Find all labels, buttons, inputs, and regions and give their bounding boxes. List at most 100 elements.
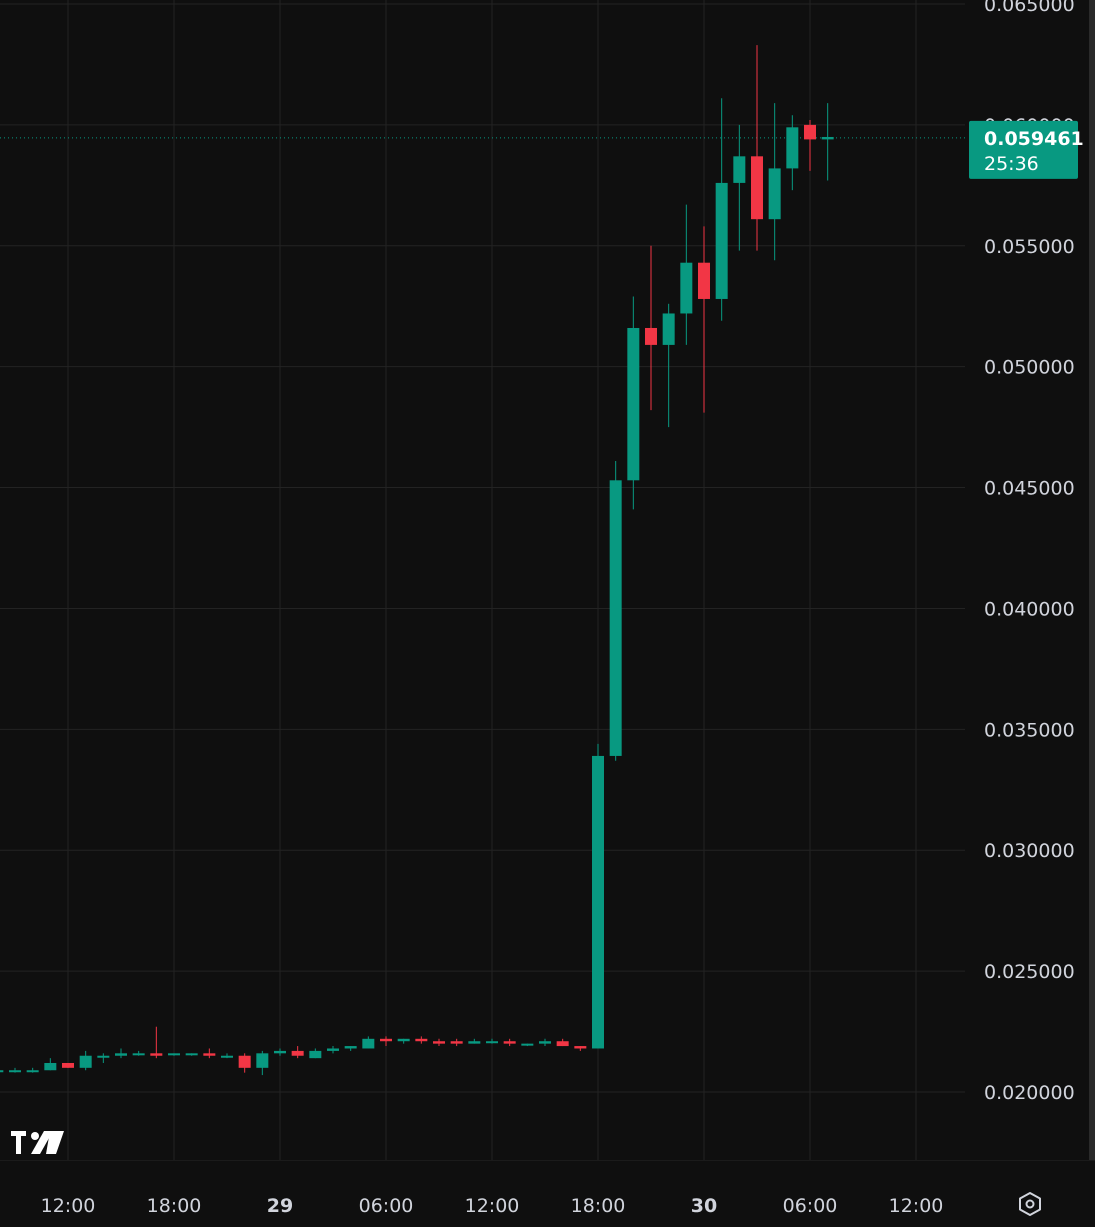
price-tick-label: 0.050000 <box>984 357 1075 379</box>
candle[interactable] <box>556 1038 569 1047</box>
candle-body <box>521 1043 534 1046</box>
candle[interactable] <box>539 1038 551 1047</box>
candle[interactable] <box>397 1038 410 1044</box>
candle[interactable] <box>256 1050 269 1076</box>
time-axis[interactable]: 12:00 18:00 29 06:00 12:00 18:00 30 06:00 12:00 <box>41 1195 944 1217</box>
candle-body <box>115 1053 127 1056</box>
candle-body <box>274 1050 286 1054</box>
time-axis-separator <box>0 1160 1095 1161</box>
candle-body <box>751 156 763 220</box>
price-tick-label: 0.065000 <box>984 0 1075 16</box>
candle[interactable] <box>26 1067 39 1073</box>
candle[interactable] <box>733 124 746 251</box>
candle-body <box>0 1070 4 1073</box>
candle-body <box>79 1055 92 1068</box>
price-tick-label: 0.055000 <box>984 236 1075 258</box>
candle[interactable] <box>662 303 675 428</box>
candle[interactable] <box>44 1058 57 1071</box>
candle[interactable] <box>344 1046 357 1051</box>
last-price-label: 0.059461 25:36 <box>969 120 1084 179</box>
candle[interactable] <box>274 1048 286 1056</box>
candle[interactable] <box>291 1046 304 1059</box>
candle-body <box>804 124 816 140</box>
candle[interactable] <box>751 45 763 251</box>
candle-body <box>344 1046 357 1049</box>
time-tick-label: 18:00 <box>147 1195 202 1217</box>
candle[interactable] <box>698 226 710 413</box>
candle-body <box>715 182 728 299</box>
chart-settings-button[interactable] <box>1014 1188 1046 1220</box>
price-tick-label: 0.030000 <box>984 840 1075 862</box>
candle[interactable] <box>609 460 622 761</box>
candle[interactable] <box>9 1067 21 1073</box>
candle-body <box>168 1053 180 1056</box>
time-tick-label: 06:00 <box>783 1195 838 1217</box>
candle[interactable] <box>821 103 834 181</box>
time-tick-label: 29 <box>267 1195 293 1217</box>
candle[interactable] <box>309 1048 322 1059</box>
candle[interactable] <box>238 1053 251 1073</box>
price-tick-label: 0.025000 <box>984 961 1075 983</box>
candle-body <box>645 327 657 345</box>
candle[interactable] <box>97 1053 110 1063</box>
candle-body <box>627 327 640 481</box>
candle[interactable] <box>115 1048 127 1059</box>
candle[interactable] <box>362 1036 375 1049</box>
candle-body <box>203 1053 216 1056</box>
candle[interactable] <box>521 1043 534 1047</box>
settings-hexagon-icon <box>1019 1192 1041 1216</box>
candle-body <box>698 262 710 299</box>
candle[interactable] <box>715 98 728 321</box>
candle[interactable] <box>804 120 816 171</box>
candle[interactable] <box>185 1053 198 1056</box>
price-tick-label: 0.020000 <box>984 1082 1075 1104</box>
candle[interactable] <box>380 1036 392 1047</box>
candle[interactable] <box>574 1046 587 1051</box>
candle-body <box>415 1038 428 1042</box>
candle[interactable] <box>327 1046 339 1054</box>
candle[interactable] <box>503 1038 516 1047</box>
candle[interactable] <box>132 1050 145 1056</box>
price-tick-label: 0.035000 <box>984 719 1075 741</box>
candle[interactable] <box>645 245 657 411</box>
grid-layer <box>0 0 965 1160</box>
candle[interactable] <box>203 1048 216 1059</box>
candle-body <box>256 1053 269 1068</box>
candle-body <box>309 1050 322 1059</box>
candle[interactable] <box>433 1038 445 1047</box>
candle-body <box>238 1055 251 1068</box>
candle[interactable] <box>150 1026 163 1059</box>
candle[interactable] <box>486 1038 498 1044</box>
tradingview-logo[interactable] <box>10 1128 66 1158</box>
candle-body <box>9 1070 21 1073</box>
candle[interactable] <box>62 1062 74 1068</box>
candle-body <box>662 313 675 345</box>
candle-body <box>291 1050 304 1056</box>
time-tick-label: 12:00 <box>465 1195 520 1217</box>
candle[interactable] <box>786 115 799 191</box>
candle-body <box>26 1070 39 1073</box>
candle-body <box>62 1062 74 1068</box>
candle-body <box>503 1041 516 1044</box>
candle[interactable] <box>221 1053 233 1059</box>
candle[interactable] <box>680 204 693 345</box>
candle-body <box>680 262 693 314</box>
candle[interactable] <box>627 296 640 510</box>
candle[interactable] <box>415 1036 428 1044</box>
time-tick-label: 30 <box>691 1195 717 1217</box>
candle[interactable] <box>450 1038 463 1047</box>
candle-body <box>592 755 604 1049</box>
candle-body <box>150 1053 163 1056</box>
candle[interactable] <box>79 1050 92 1071</box>
candle-body <box>556 1041 569 1047</box>
candle[interactable] <box>168 1053 180 1056</box>
candle-body <box>380 1038 392 1042</box>
candle[interactable] <box>468 1038 481 1044</box>
candle-body <box>221 1055 233 1058</box>
candle[interactable] <box>0 1068 4 1073</box>
candle[interactable] <box>768 103 781 261</box>
candle[interactable] <box>592 743 604 1049</box>
right-edge-scrollbar[interactable] <box>1089 0 1095 1160</box>
